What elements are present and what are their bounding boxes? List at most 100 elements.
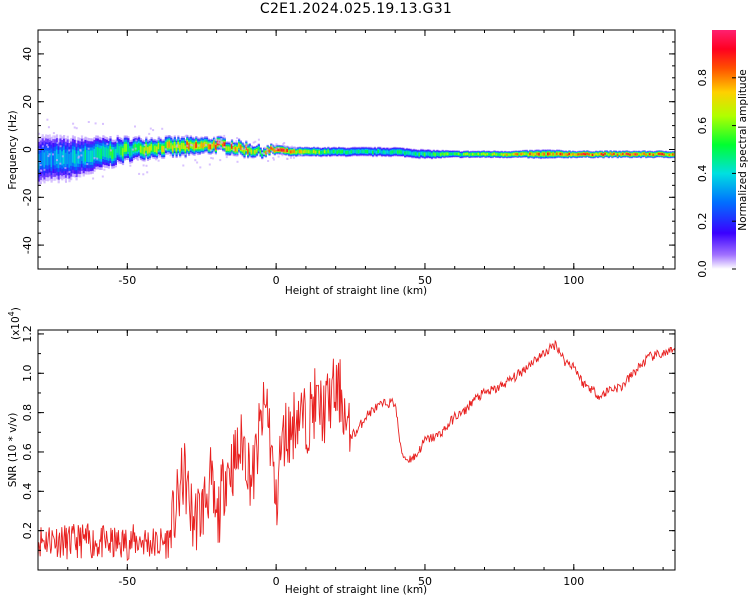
spectrogram-cell [127,144,130,152]
spectrogram-cell [666,153,669,156]
spectrogram-speckle [59,145,62,148]
spectrogram-speckle [59,162,62,165]
spectrogram-speckle [161,127,164,130]
spectrogram-speckle [175,145,178,148]
spectrogram-cell [591,153,594,156]
spectrogram-cell [438,153,441,156]
spectrogram-cell [443,153,446,156]
spectrogram-speckle [46,144,49,147]
spectrogram-cell [150,144,153,151]
spectrogram-cell [525,152,528,155]
spectrogram-cell [672,153,675,156]
spectrogram-cell [647,153,650,156]
spectrogram-cell [175,145,178,152]
spectrogram-cell [304,149,307,153]
spectrogram-speckle [272,157,275,159]
spectrogram-speckle [272,158,275,161]
spectrogram-cell [648,153,651,156]
spectrogram-cell [46,150,50,166]
spectrogram-cell [502,153,505,156]
spectrogram-speckle [225,156,228,159]
spectrogram-cell [264,151,267,155]
spectrogram-speckle [56,142,59,144]
snr-multiplier-base: (x10 [10,316,22,340]
spectrogram-speckle [87,147,90,150]
spectrogram-cell [414,152,417,156]
spectrogram-speckle [232,149,235,152]
spectrogram-cell [488,153,491,156]
spectrogram-cell [139,145,142,153]
spectrogram-speckle [157,159,160,162]
spectrogram-cell [461,153,464,156]
spectrogram-speckle [134,147,137,150]
spectrogram-cell [418,152,421,156]
spectrogram-cell [425,152,428,156]
spectrogram-cell [395,150,398,154]
spectrogram-cell [170,142,173,149]
spectrogram-speckle [64,167,67,169]
spectrogram-cell [359,150,362,154]
spectrogram-cell [391,150,394,154]
spectrogram-cell [200,142,203,148]
spectrogram-speckle [47,145,49,148]
spectrogram-speckle [221,141,223,144]
spectrogram-speckle [80,154,83,157]
spectrogram-speckle [144,153,147,156]
spectrogram-cell [377,149,380,153]
spectrogram-cell [452,152,455,156]
spectrogram-cell [211,143,214,149]
spectrogram-cell [393,150,396,154]
snr-plot-area [38,330,675,570]
spectrogram-cell [389,150,392,154]
spectrogram-speckle [145,136,148,139]
spectrogram-cell [552,152,555,156]
spectrogram-cell [563,153,566,156]
spectrogram-cell [121,148,125,157]
spectrogram-cell [84,149,87,162]
spectrogram-cell [89,150,92,162]
spectrogram-speckle [283,145,286,148]
spectrogram-cell [407,151,410,155]
spectrogram-cell [555,152,559,156]
spectrogram-cell [439,153,442,156]
spectrogram-speckle [285,145,288,148]
spectrogram-speckle [94,122,97,125]
colorbar-tick-label: 0.4 [696,165,709,183]
spectrogram-speckle [40,169,43,172]
spectrogram-cell [114,148,117,158]
snr-axes: -50 0 50 100 0.2 0.4 0.6 0.8 1.0 1.2 [21,325,675,588]
spectrogram-cell [229,146,232,152]
spectrogram-cell [307,150,310,154]
spectrogram-speckle [73,126,76,129]
spectrogram-speckle [280,151,283,154]
spectrogram-cell [71,149,75,163]
spectrogram-cell [343,150,346,154]
spectrogram-xtick-label: 50 [418,274,432,287]
spectrogram-speckle [245,145,248,148]
spectrogram-speckle [39,182,42,185]
spectrogram-speckle [244,142,247,145]
spectrogram-speckle [274,144,277,147]
spectrogram-cell [227,146,230,151]
spectrogram-cell [441,152,444,156]
spectrogram-speckle [184,153,187,156]
spectrogram-speckle [38,132,41,135]
spectrogram-speckle [86,163,89,166]
spectrogram-cell [171,145,175,152]
spectrogram-cell [288,150,291,154]
spectrogram-cell [286,149,289,153]
spectrogram-cell [245,145,248,150]
spectrogram-cell [447,152,450,156]
spectrogram-cell [111,149,114,159]
spectrogram-cell [629,153,632,156]
spectrogram-cell [59,149,62,164]
spectrogram-cell [630,153,634,156]
spectrogram-cell [177,142,180,149]
spectrogram-cell [477,152,480,156]
spectrogram-cell [355,150,359,154]
spectrogram-cell [450,152,453,156]
spectrogram-cell [511,153,514,156]
spectrogram-speckle [93,157,96,159]
spectrogram-cell [522,152,525,156]
chart-title: C2E1.2024.025.19.13.G31 [259,1,453,17]
